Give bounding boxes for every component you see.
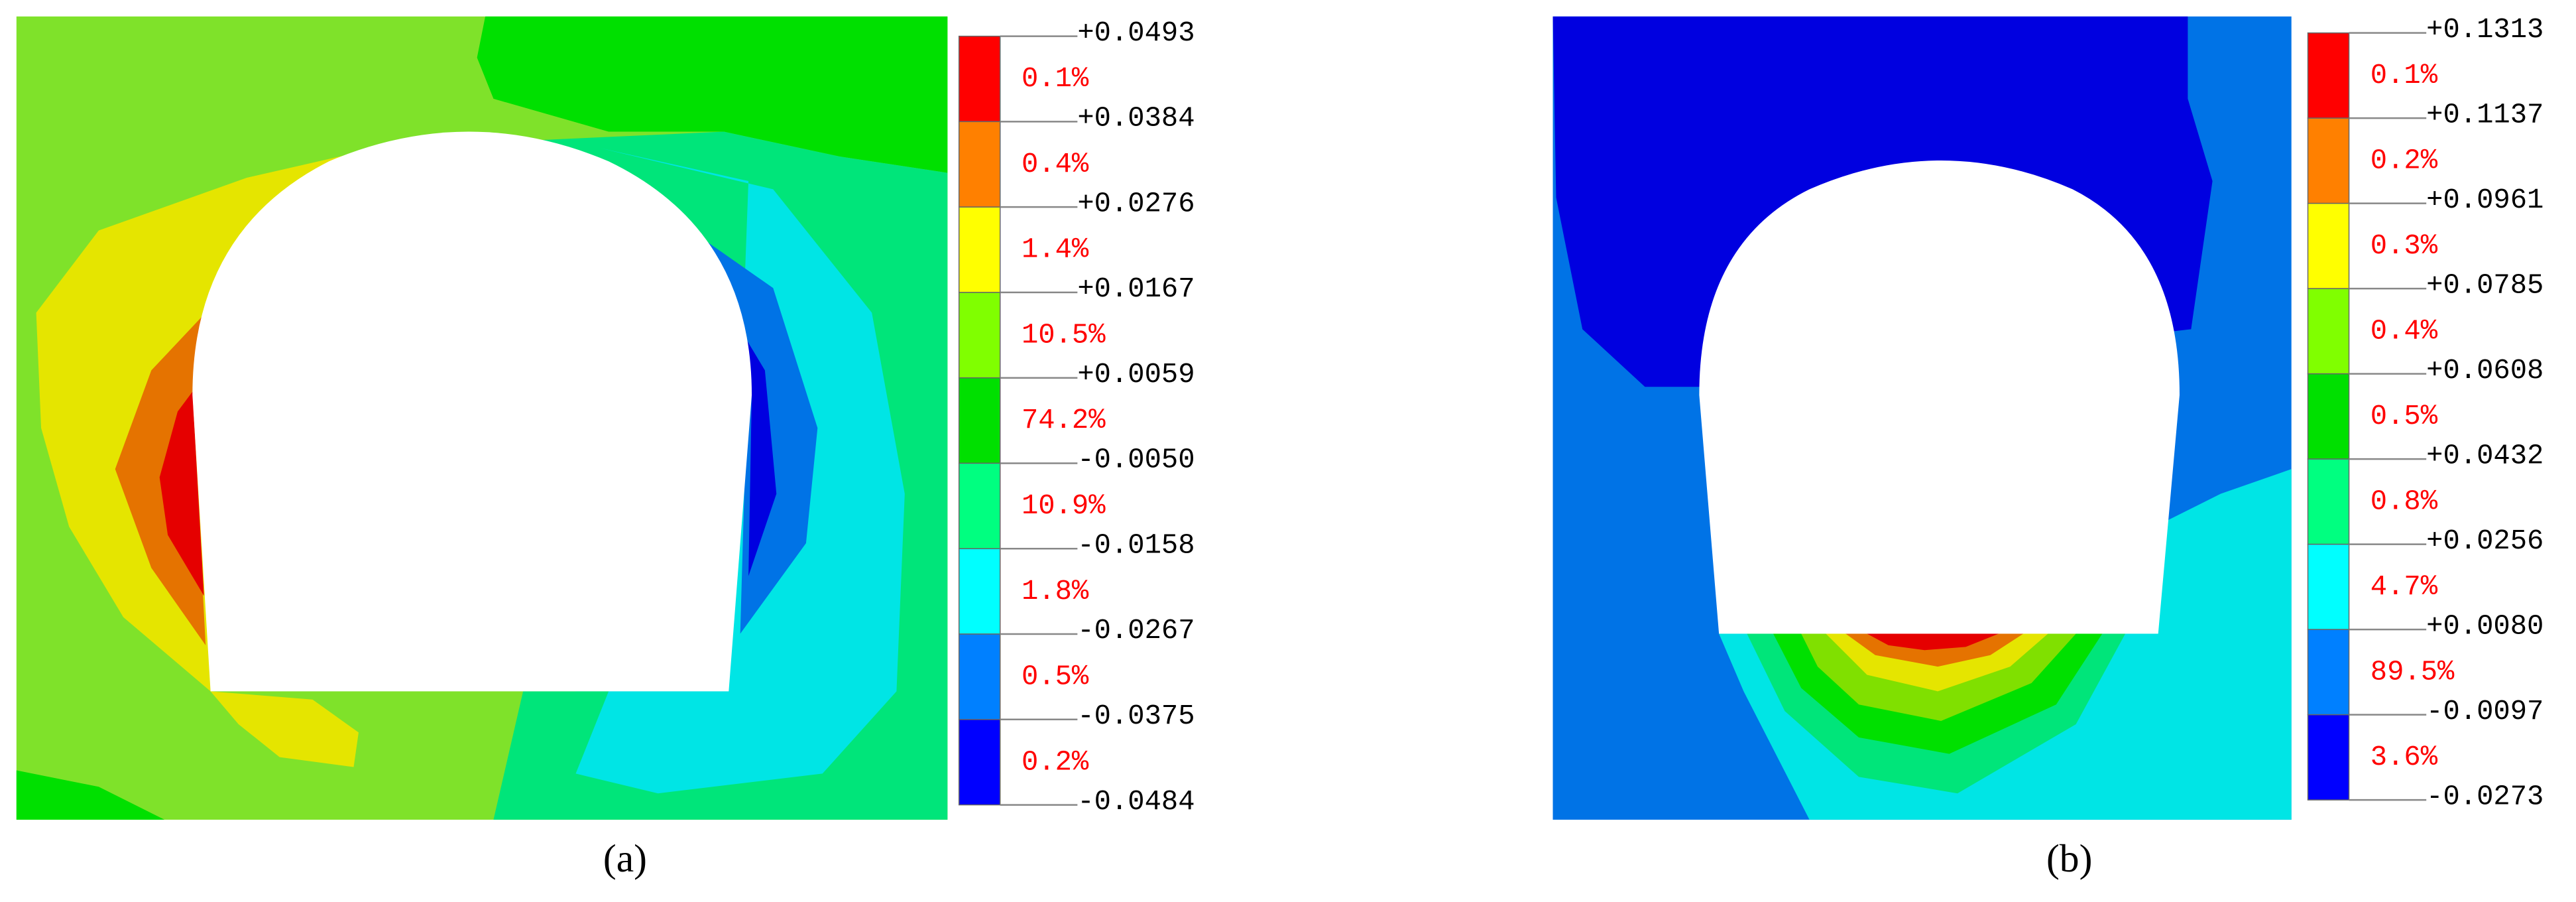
legend-swatch (958, 548, 1001, 635)
contour-plot-a (16, 16, 948, 820)
legend-swatch (2307, 458, 2350, 545)
legend-level: -0.0050 (1077, 444, 1195, 476)
contour-region (477, 16, 948, 173)
legend-level: +0.0785 (2426, 269, 2544, 301)
legend-swatch (2307, 543, 2350, 630)
contour-region (159, 391, 204, 596)
legend-swatch (2307, 202, 2350, 289)
panel-caption: (a) (603, 836, 647, 880)
legend-swatch (2307, 288, 2350, 375)
contour-region (1867, 633, 1999, 651)
legend-swatch (958, 462, 1001, 549)
legend-percent: 0.4% (1022, 149, 1089, 180)
legend-percent: 0.8% (2371, 486, 2438, 518)
legend-level: +0.0080 (2426, 610, 2544, 642)
legend-level: +0.0059 (1077, 359, 1195, 391)
legend-level: -0.0484 (1077, 786, 1195, 818)
legend-swatch (2307, 714, 2350, 801)
legend-level: +0.0256 (2426, 525, 2544, 557)
legend-percent: 10.5% (1022, 319, 1106, 351)
legend-level: -0.0097 (2426, 696, 2544, 728)
legend-level: +0.0167 (1077, 273, 1195, 305)
legend-swatch (958, 35, 1001, 123)
legend-percent: 0.5% (2371, 401, 2438, 432)
legend-swatch (958, 633, 1001, 720)
legend-swatch (958, 121, 1001, 208)
legend-level: +0.0384 (1077, 103, 1195, 135)
legend-level: -0.0267 (1077, 615, 1195, 647)
legend-percent: 10.9% (1022, 490, 1106, 522)
legend-swatch (958, 206, 1001, 293)
legend-percent: 0.3% (2371, 230, 2438, 262)
legend-level: +0.0608 (2426, 355, 2544, 387)
legends: 0.1% 0.4% 1.4% 10.5% 74.2% 10.9% 1.8% 0.5% 0.2% +… (603, 14, 2544, 880)
legend-percent: 0.5% (1022, 661, 1089, 693)
legend-level: +0.1313 (2426, 14, 2544, 46)
legend-percent: 1.8% (1022, 576, 1089, 608)
panel-caption: (b) (2046, 836, 2092, 880)
contour-region (16, 770, 165, 820)
legend-percent: 0.1% (1022, 63, 1089, 95)
legend-percent: 1.4% (1022, 234, 1089, 266)
legend-swatch (958, 719, 1001, 806)
legend-swatch (2307, 32, 2350, 119)
legend-percent: 3.6% (2371, 741, 2438, 773)
legend-level: -0.0273 (2426, 781, 2544, 812)
legend-level: +0.1137 (2426, 99, 2544, 131)
legend-percent: 4.7% (2371, 571, 2438, 603)
legend-level: +0.0432 (2426, 440, 2544, 472)
legend-percent: 74.2% (1022, 405, 1106, 436)
legend-level: -0.0158 (1077, 529, 1195, 561)
legend-percent: 0.4% (2371, 316, 2438, 348)
legend-level: -0.0375 (1077, 700, 1195, 732)
legend-swatch (958, 292, 1001, 379)
tunnel-opening (192, 131, 752, 692)
legend-level: +0.0276 (1077, 188, 1195, 220)
legend-percent: 0.1% (2371, 60, 2438, 92)
legend-percent: 0.2% (1022, 746, 1089, 778)
legend-swatch (2307, 629, 2350, 716)
legend-swatch (958, 377, 1001, 464)
legend-percent: 89.5% (2371, 657, 2455, 688)
tunnel-opening (1699, 160, 2180, 634)
legend-percent: 0.2% (2371, 145, 2438, 177)
legend-level: +0.0961 (2426, 184, 2544, 216)
contour-plot-b (1552, 16, 2292, 820)
legend-level: +0.0493 (1077, 17, 1195, 49)
contour-region (711, 279, 777, 576)
legend-swatch (2307, 373, 2350, 460)
legend-swatch (2307, 117, 2350, 204)
